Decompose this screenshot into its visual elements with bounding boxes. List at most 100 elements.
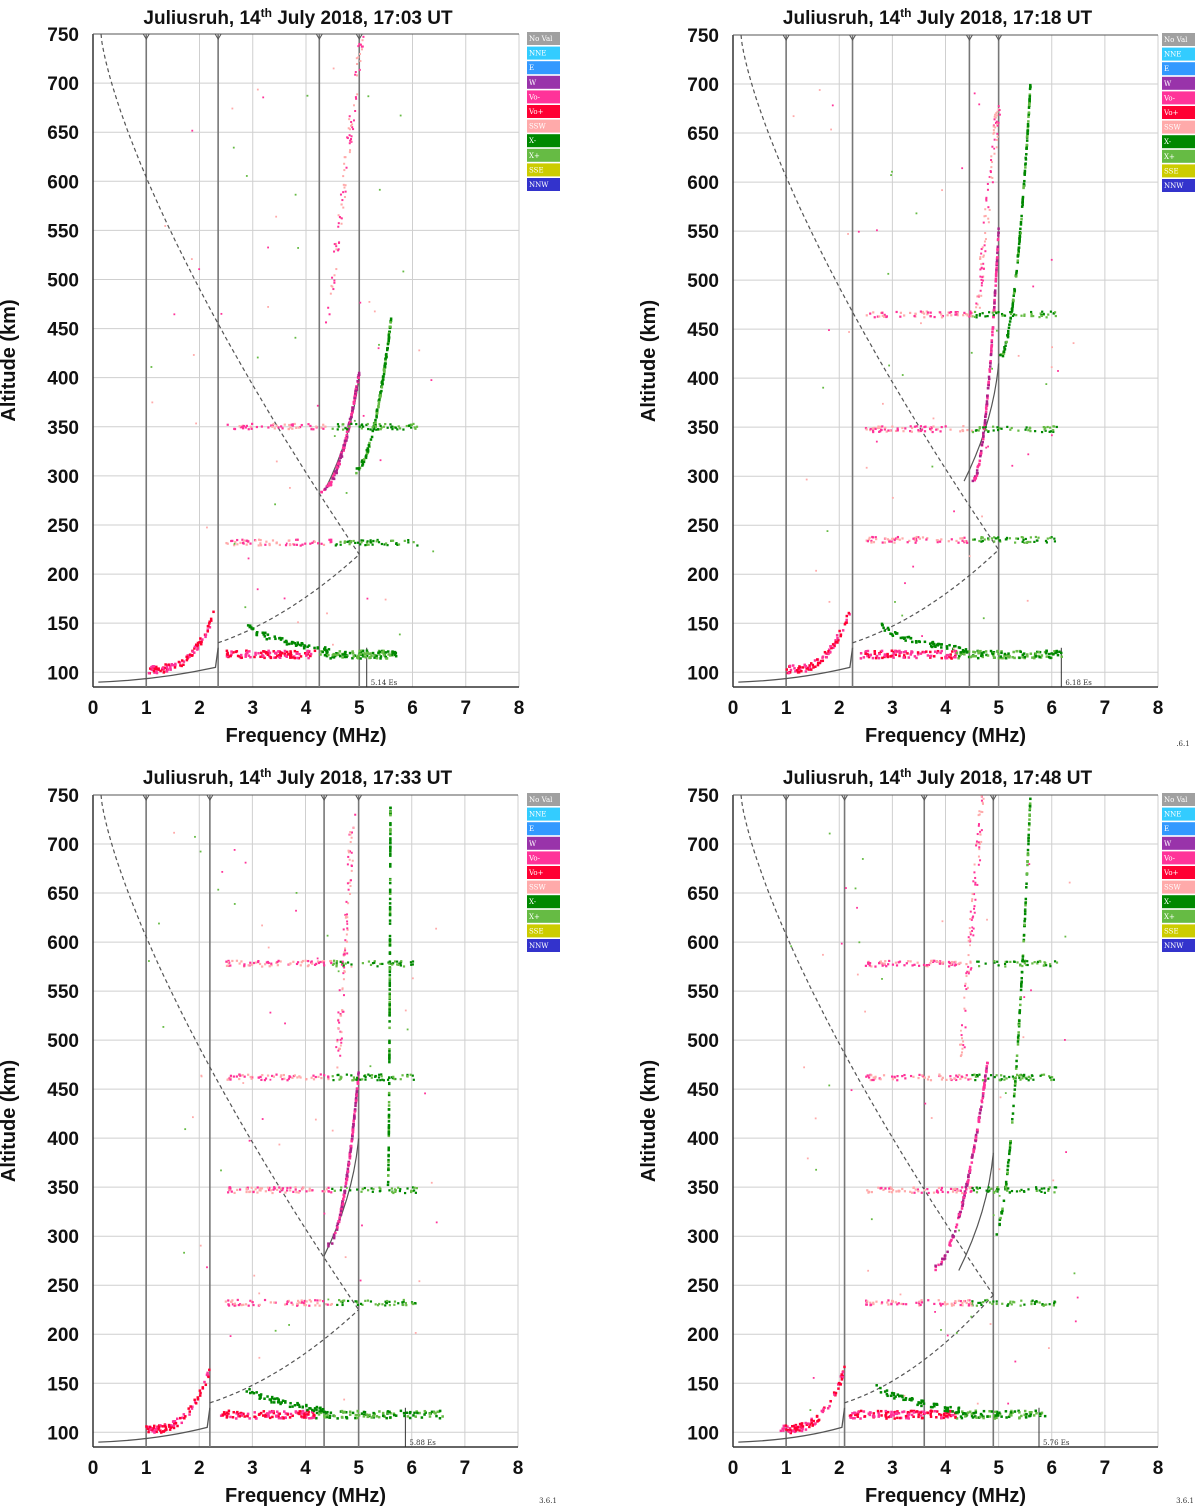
echo-point (964, 1191, 967, 1194)
echo-point (973, 651, 977, 654)
echo-point (247, 1304, 250, 1307)
echo-point (809, 1409, 812, 1411)
echo-point (343, 953, 346, 956)
echo-point (388, 888, 392, 892)
echo-point (367, 543, 370, 546)
echo-point (219, 1414, 223, 1417)
model-f-trace (958, 1152, 994, 1271)
echo-point (335, 653, 338, 657)
legend-swatch (1162, 76, 1195, 90)
echo-point (974, 1415, 977, 1418)
echo-point (229, 1078, 232, 1081)
echo-point (286, 1186, 289, 1190)
echo-point (350, 422, 353, 425)
echo-point (296, 641, 299, 644)
echo-point (923, 1076, 926, 1079)
echo-point (980, 294, 983, 297)
y-tick-label: 750 (687, 786, 719, 807)
echo-point (869, 427, 872, 431)
echo-point (832, 1391, 836, 1394)
echo-point (962, 1044, 965, 1047)
x-tick-label: 7 (1100, 1458, 1111, 1479)
legend-swatch (1162, 120, 1195, 134)
echo-point (405, 1304, 408, 1307)
echo-point (387, 1116, 391, 1120)
echo-point (967, 954, 970, 957)
echo-point (245, 651, 249, 654)
echo-point (384, 655, 388, 659)
echo-point (988, 368, 991, 371)
echo-point (956, 1189, 959, 1192)
echo-point (971, 1416, 975, 1419)
echo-point (1021, 1074, 1024, 1077)
echo-point (388, 897, 392, 901)
echo-point (1055, 961, 1059, 964)
echo-point (957, 1299, 960, 1302)
echo-point (880, 649, 884, 653)
echo-point (275, 460, 278, 463)
echo-point (337, 1019, 340, 1022)
echo-point (973, 907, 976, 910)
echo-point (371, 1190, 374, 1193)
echo-point (916, 653, 920, 656)
echo-point (327, 1242, 330, 1245)
echo-point (388, 1000, 391, 1004)
echo-point (354, 1096, 358, 1100)
echo-point (975, 316, 978, 319)
echo-point (939, 1074, 942, 1078)
echo-point (315, 962, 318, 965)
echo-point (1026, 129, 1030, 132)
y-tick-label: 200 (687, 565, 719, 586)
echo-point (976, 1128, 979, 1132)
echo-point (1006, 960, 1009, 963)
echo-point (296, 1403, 300, 1406)
echo-point (959, 430, 962, 433)
echo-point (904, 1414, 908, 1418)
echo-point (1000, 1074, 1003, 1077)
echo-point (907, 1417, 911, 1420)
echo-point (994, 274, 998, 278)
echo-point (361, 1187, 364, 1191)
legend-label: No Val (529, 796, 553, 804)
echo-point (369, 541, 372, 544)
echo-point (888, 540, 891, 543)
echo-point (356, 541, 359, 544)
echo-point (296, 1076, 299, 1079)
echo-point (951, 1190, 955, 1193)
echo-point (238, 1073, 241, 1076)
echo-point (854, 887, 857, 890)
echo-point (953, 1077, 956, 1080)
echo-point (292, 543, 295, 546)
echo-point (904, 639, 907, 642)
echo-point (355, 74, 358, 77)
echo-point (985, 199, 988, 202)
y-axis-label: Altitude (km) (638, 300, 660, 422)
echo-point (293, 649, 297, 653)
echo-point (1017, 354, 1020, 357)
echo-point (242, 542, 245, 545)
echo-point (1019, 1003, 1022, 1007)
echo-point (341, 428, 345, 431)
echo-point (283, 597, 286, 600)
echo-point (971, 900, 974, 903)
x-tick-label: 1 (781, 1458, 792, 1479)
echo-point (228, 1186, 231, 1189)
echo-point (984, 410, 988, 413)
echo-point (285, 542, 288, 545)
echo-point (1003, 652, 1007, 656)
y-tick-label: 350 (47, 418, 79, 439)
echo-point (357, 56, 360, 59)
echo-point (365, 1413, 369, 1416)
echo-point (406, 1415, 410, 1418)
echo-point (388, 982, 392, 986)
echo-point (296, 656, 299, 660)
echo-point (338, 654, 342, 658)
echo-point (274, 652, 277, 655)
echo-point (1054, 651, 1057, 655)
echo-point (985, 198, 988, 201)
echo-point (992, 1214, 995, 1217)
echo-point (988, 311, 991, 314)
echo-point (357, 656, 360, 660)
echo-point (396, 963, 399, 966)
echo-point (963, 1007, 966, 1010)
